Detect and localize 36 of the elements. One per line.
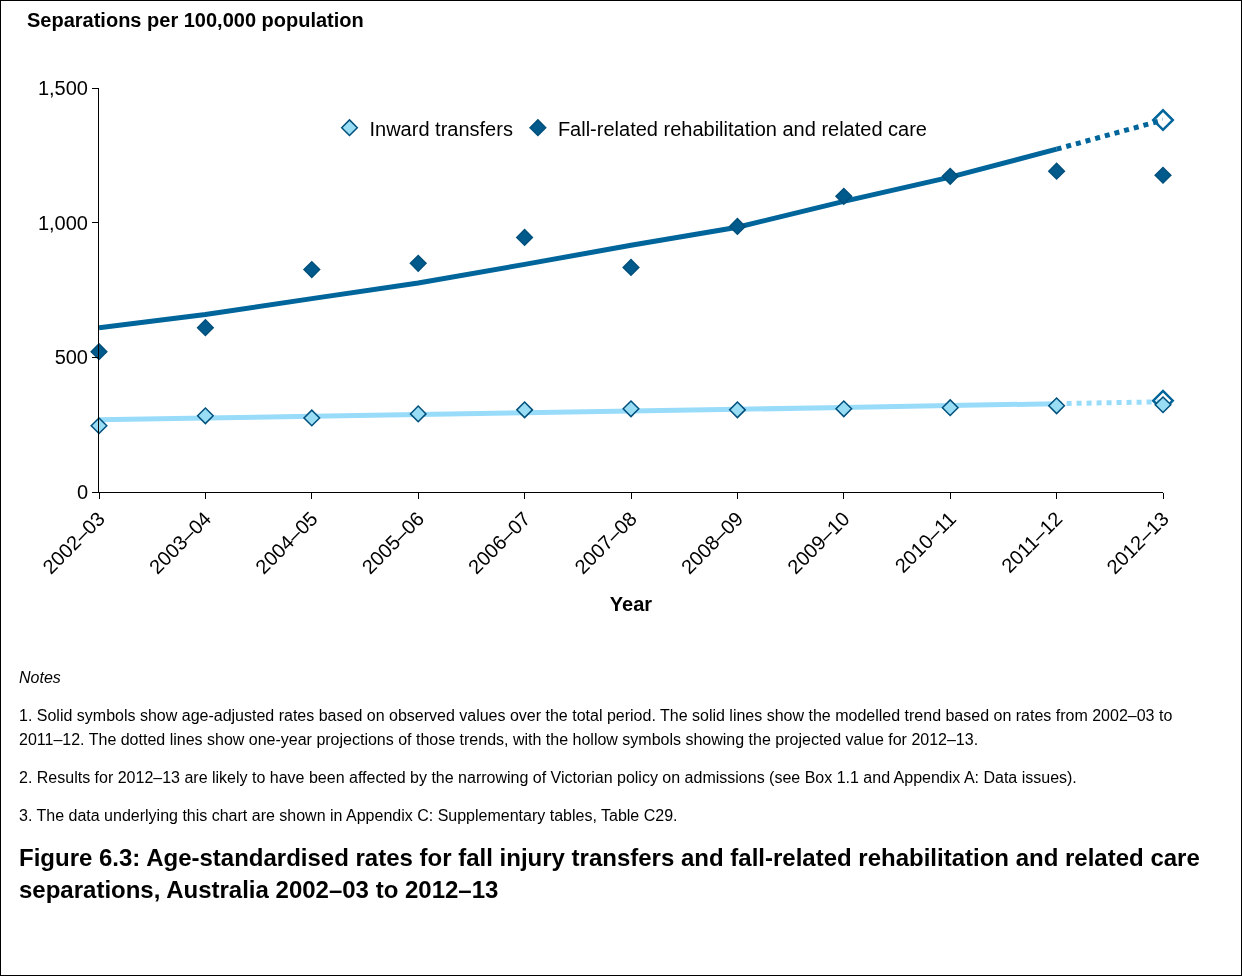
legend-label: Inward transfers	[369, 117, 513, 140]
point	[196, 407, 214, 425]
point	[1154, 396, 1172, 414]
x-axis-title: Year	[609, 593, 653, 616]
point	[1048, 162, 1066, 180]
point	[303, 260, 321, 279]
text: 3. The data underlying this chart are shown in Appendix C: Supplementary tables, Table C29.	[19, 806, 679, 826]
point	[1152, 109, 1174, 132]
point	[409, 405, 427, 423]
point	[941, 399, 959, 417]
point	[516, 401, 534, 419]
y-tick-label: 1,000	[37, 211, 88, 234]
point	[516, 228, 534, 247]
point	[1154, 166, 1172, 184]
point	[303, 409, 321, 427]
text: 1. Solid symbols show age-adjusted rates based on observed values over the total period. The solid lines show the modelled trend based on rates from 2002–03 to 2011–12. The dotted lines show one-year projections of those trends, with the hollow symbols showing the projected value for 2012–13.	[19, 706, 1174, 750]
point	[196, 319, 214, 337]
text: Notes	[19, 668, 62, 688]
point	[728, 217, 746, 235]
point	[835, 187, 853, 205]
y-tick-label: 500	[54, 346, 88, 369]
point	[90, 417, 108, 435]
point	[622, 400, 640, 418]
point	[728, 401, 746, 419]
point	[409, 254, 427, 272]
text: 2. Results for 2012–13 are likely to have been affected by the narrowing of Victorian policy on admissions (see Box 1.1 and Appendix A: Data issues).	[19, 768, 1078, 788]
y-axis-title: Separations per 100,000 population	[27, 9, 364, 31]
point	[622, 258, 640, 276]
text: Figure 6.3: Age-standardised rates for fall injury transfers and fall-related rehabilitation and related care separations, Australia 2002–03 to 2012–13	[18, 843, 1201, 905]
legend-label: Fall-related rehabilitation and related care	[557, 117, 927, 140]
point	[941, 167, 959, 185]
point	[90, 343, 108, 361]
y-tick-label: 1,500	[37, 77, 88, 99]
point	[835, 400, 853, 418]
point	[1048, 397, 1066, 415]
y-tick-label: 0	[76, 481, 88, 503]
